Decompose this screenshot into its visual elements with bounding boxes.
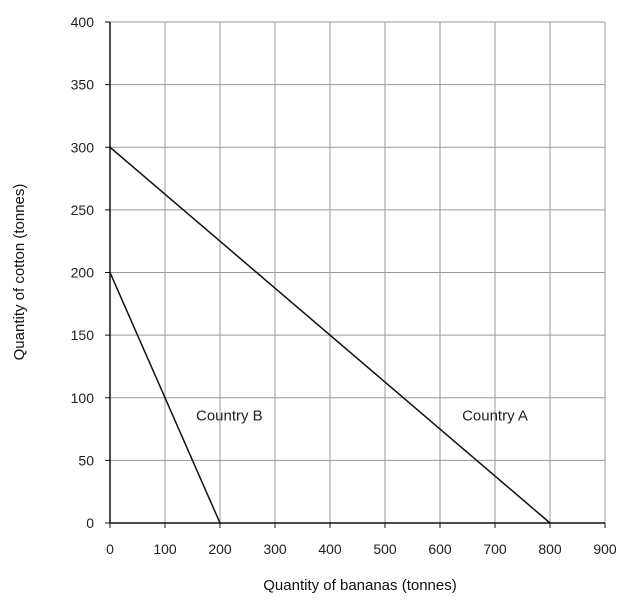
grid (110, 21, 606, 523)
x-tick-label: 600 (428, 541, 452, 557)
y-tick-label: 100 (71, 390, 95, 406)
y-tick-label: 0 (86, 515, 94, 531)
x-tick-label: 0 (106, 541, 114, 557)
x-tick-label: 700 (483, 541, 507, 557)
series-line-country-b (109, 272, 221, 524)
y-tick-labels: 0 50 100 150 200 250 300 350 400 (71, 14, 95, 531)
x-tick-label: 800 (538, 541, 562, 557)
y-tick-label: 250 (71, 202, 95, 218)
x-tick-label: 200 (208, 541, 232, 557)
y-tick-label: 350 (71, 77, 95, 93)
x-tick-label: 900 (593, 541, 617, 557)
annotations: Country A Country B (196, 407, 528, 424)
y-tick-label: 150 (71, 327, 95, 343)
series-line-country-a (109, 146, 551, 524)
x-tick-label: 100 (153, 541, 177, 557)
annotation-country-a: Country A (462, 407, 528, 424)
x-tick-label: 300 (263, 541, 287, 557)
y-tick-label: 50 (78, 452, 94, 468)
x-tick-labels: 0 100 200 300 400 500 600 700 800 900 (106, 541, 617, 557)
series (109, 146, 551, 524)
y-tick-label: 200 (71, 265, 95, 281)
y-axis-title: Quantity of cotton (tonnes) (11, 184, 28, 361)
x-axis-title: Quantity of bananas (tonnes) (263, 577, 456, 594)
y-tick-label: 400 (71, 14, 95, 30)
axes (105, 21, 606, 528)
y-tick-label: 300 (71, 139, 95, 155)
annotation-country-b: Country B (196, 407, 263, 424)
x-tick-label: 500 (373, 541, 397, 557)
x-tick-label: 400 (318, 541, 342, 557)
